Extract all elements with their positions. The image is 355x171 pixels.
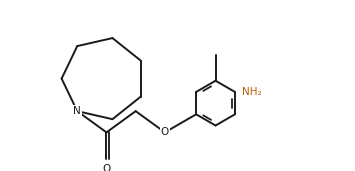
Text: N: N — [73, 106, 81, 116]
Text: NH₂: NH₂ — [241, 87, 261, 97]
Text: O: O — [102, 164, 111, 171]
Text: O: O — [161, 127, 169, 137]
